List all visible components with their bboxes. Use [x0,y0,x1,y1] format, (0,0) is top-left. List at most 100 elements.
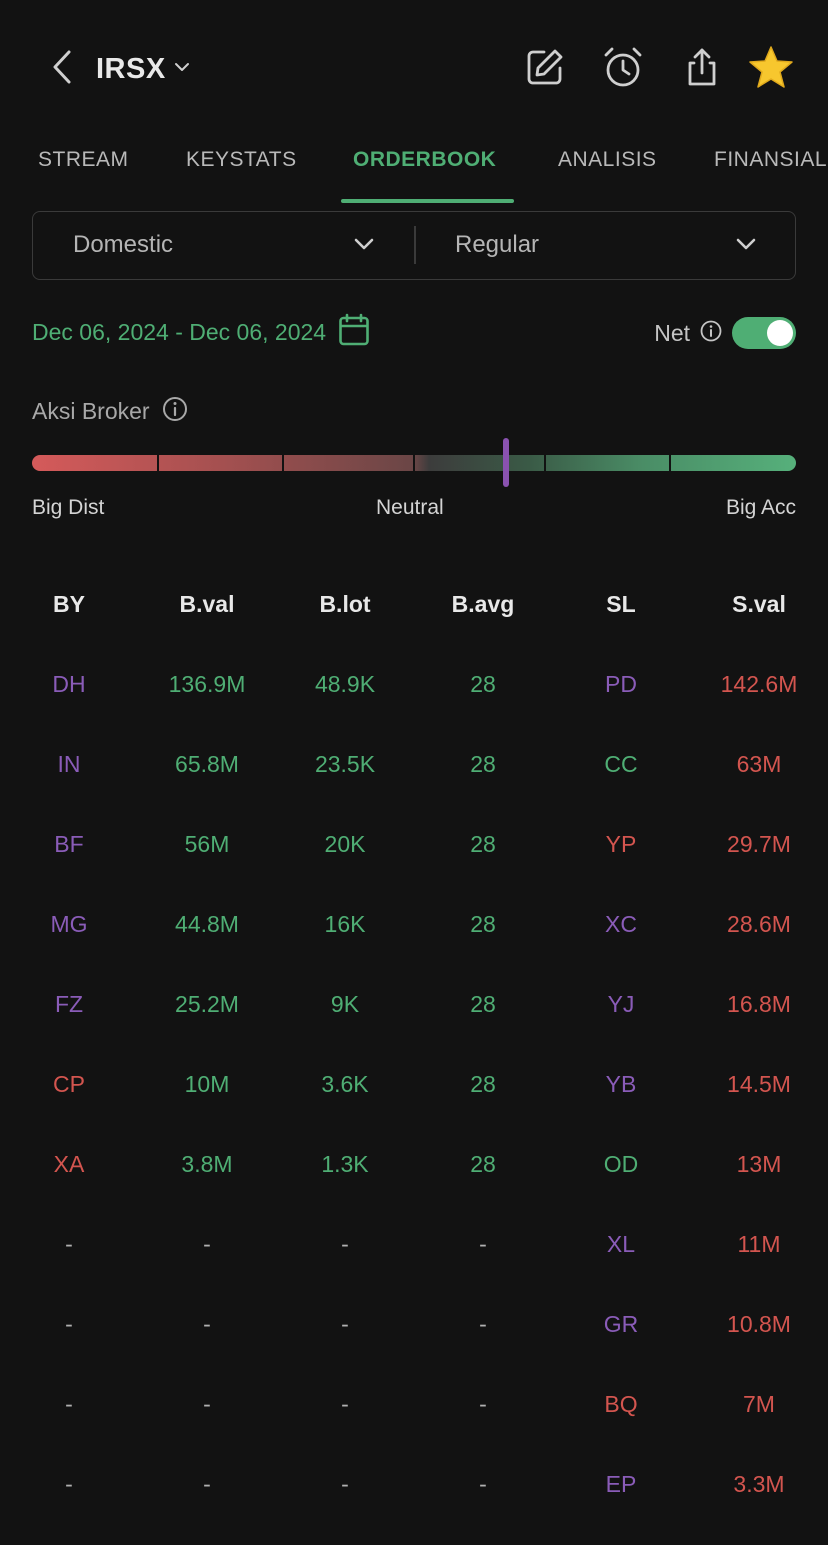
market-dropdown[interactable]: Domestic [73,212,393,278]
seller-code[interactable]: YJ [607,991,635,1017]
buy-value: - [203,1471,211,1497]
chevron-down-icon [353,236,375,257]
table-row[interactable]: - - - - EP 3.3M [0,1445,828,1525]
seller-code[interactable]: PD [605,671,637,697]
table-row[interactable]: - - - - GR 10.8M [0,1285,828,1365]
seller-code[interactable]: YB [605,1071,637,1097]
column-header-bavg: B.avg [451,591,515,617]
date-range-text: Dec 06, 2024 - Dec 06, 2024 [32,318,327,345]
table-row[interactable]: XA 3.8M 1.3K 28 OD 13M [0,1125,828,1205]
tab-bar: STREAM KEYSTATS ORDERBOOK ANALISIS FINAN… [0,130,828,204]
tab-analisis[interactable]: ANALISIS [558,148,657,171]
table-row[interactable]: MG 44.8M 16K 28 XC 28.6M [0,885,828,965]
buy-lot: 16K [324,911,366,937]
buy-avg: - [479,1391,487,1417]
table-row[interactable]: BF 56M 20K 28 YP 29.7M [0,805,828,885]
buy-avg: - [479,1311,487,1337]
buyer-code[interactable]: FZ [54,991,84,1017]
tab-keystats[interactable]: KEYSTATS [186,148,297,171]
buy-lot: - [341,1231,349,1257]
seller-code[interactable]: EP [605,1471,637,1497]
buy-lot: 9K [330,991,360,1017]
buyer-code[interactable]: CP [53,1071,85,1097]
date-range-picker[interactable]: Dec 06, 2024 - Dec 06, 2024 [32,312,370,352]
buyer-code[interactable]: IN [57,751,81,777]
buy-value: 136.9M [168,671,246,697]
gauge-divider [544,455,546,471]
tab-finansial[interactable]: FINANSIAL [714,148,828,171]
tab-orderbook[interactable]: ORDERBOOK [353,148,497,171]
seller-code[interactable]: OD [603,1151,639,1177]
chevron-left-icon [51,49,73,90]
buyer-code[interactable]: DH [52,671,86,697]
seller-code[interactable]: XC [605,911,637,937]
chevron-down-icon [174,60,190,78]
buy-avg: - [479,1231,487,1257]
toggle-knob [767,320,793,346]
buyer-code[interactable]: MG [50,911,88,937]
gauge-divider [282,455,284,471]
buy-value: 56M [184,831,230,857]
seller-code[interactable]: YP [605,831,637,857]
buy-avg: - [479,1471,487,1497]
sell-value: 63M [736,751,782,777]
share-icon [682,46,722,93]
buyer-code: - [65,1311,73,1337]
buy-avg: 28 [470,1071,496,1097]
calendar-icon [338,313,370,352]
table-row[interactable]: FZ 25.2M 9K 28 YJ 16.8M [0,965,828,1045]
sell-value: 14.5M [727,1071,791,1097]
seller-code[interactable]: XL [606,1231,636,1257]
buyer-code[interactable]: XA [53,1151,85,1177]
buy-lot: - [341,1391,349,1417]
top-header: IRSX [0,0,828,130]
buy-value: 25.2M [175,991,239,1017]
sell-value: 10.8M [727,1311,791,1337]
market-dropdown-value: Domestic [73,231,174,258]
seller-code[interactable]: CC [604,751,638,777]
seller-code[interactable]: GR [603,1311,639,1337]
seller-code[interactable]: BQ [604,1391,638,1417]
alarm-button[interactable] [600,46,646,92]
buy-lot: - [341,1471,349,1497]
table-row[interactable]: - - - - XL 11M [0,1205,828,1285]
favorite-button[interactable] [748,45,794,92]
table-row[interactable]: CP 10M 3.6K 28 YB 14.5M [0,1045,828,1125]
sell-value: 3.3M [733,1471,785,1497]
buy-avg: 28 [470,911,496,937]
buy-value: - [203,1311,211,1337]
table-row[interactable]: DH 136.9M 48.9K 28 PD 142.6M [0,645,828,725]
buy-avg: 28 [470,751,496,777]
buy-value: 3.8M [181,1151,233,1177]
edit-button[interactable] [522,46,568,92]
sell-value: 11M [737,1231,781,1257]
gauge-marker [503,438,509,487]
back-button[interactable] [46,50,78,88]
buy-value: 44.8M [175,911,239,937]
buy-lot: 48.9K [314,671,376,697]
buyer-code[interactable]: BF [54,831,84,857]
sell-value: 7M [743,1391,775,1417]
buyer-code: - [65,1231,73,1257]
info-icon[interactable] [162,396,188,427]
sell-value: 28.6M [727,911,791,937]
sell-value: 13M [736,1151,782,1177]
buyer-code: - [65,1471,73,1497]
buy-avg: 28 [470,671,496,697]
sell-value: 16.8M [727,991,791,1017]
tab-stream[interactable]: STREAM [38,148,129,171]
buyer-code: - [65,1391,73,1417]
board-dropdown-value: Regular [455,231,540,258]
ticker-selector[interactable]: IRSX [96,52,190,86]
share-button[interactable] [679,46,725,92]
table-row[interactable]: - - - - BQ 7M [0,1365,828,1445]
info-icon[interactable] [700,320,722,347]
buy-value: 10M [184,1071,230,1097]
net-toggle-group: Net [654,314,796,352]
column-header-sl: SL [606,591,636,617]
board-dropdown[interactable]: Regular [455,212,775,278]
gauge-divider [413,455,415,471]
column-header-bval: B.val [179,591,235,617]
table-row[interactable]: IN 65.8M 23.5K 28 CC 63M [0,725,828,805]
net-toggle[interactable] [732,317,796,349]
